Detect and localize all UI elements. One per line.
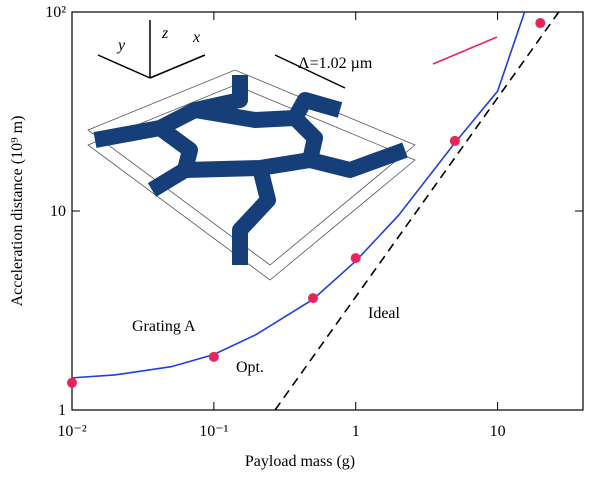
data-point: [450, 136, 460, 146]
x-tick-label: 10: [490, 423, 506, 440]
x-tick-label: 10⁻²: [57, 423, 86, 440]
data-point: [308, 293, 318, 303]
y-tick-label: 1: [58, 402, 66, 419]
y-axis-label: Acceleration distance (10⁹ m): [9, 116, 26, 307]
series-label: Opt.: [236, 359, 264, 376]
inset-label: x: [192, 29, 200, 46]
pointer-arrow: [433, 37, 497, 64]
data-point: [351, 253, 361, 263]
y-tick-label: 10: [50, 203, 66, 220]
x-tick-label: 10⁻¹: [199, 423, 228, 440]
y-tick-label: 10²: [45, 4, 66, 21]
inset-label: z: [161, 25, 169, 42]
x-axis-label: Payload mass (g): [245, 453, 355, 470]
series-label: Grating A: [132, 318, 196, 335]
x-tick-label: 1: [352, 423, 360, 440]
data-point: [67, 378, 77, 388]
series-label: Ideal: [368, 305, 401, 322]
data-point: [209, 352, 219, 362]
data-point: [535, 18, 545, 28]
inset-label: y: [116, 37, 126, 54]
inset-label: Λ=1.02 µm: [298, 55, 373, 72]
inset-axes: [98, 20, 205, 78]
inset: y z x Λ=1.02 µm: [88, 20, 497, 280]
chart: y z x Λ=1.02 µm Payload mass (g) Acceler…: [0, 0, 594, 476]
